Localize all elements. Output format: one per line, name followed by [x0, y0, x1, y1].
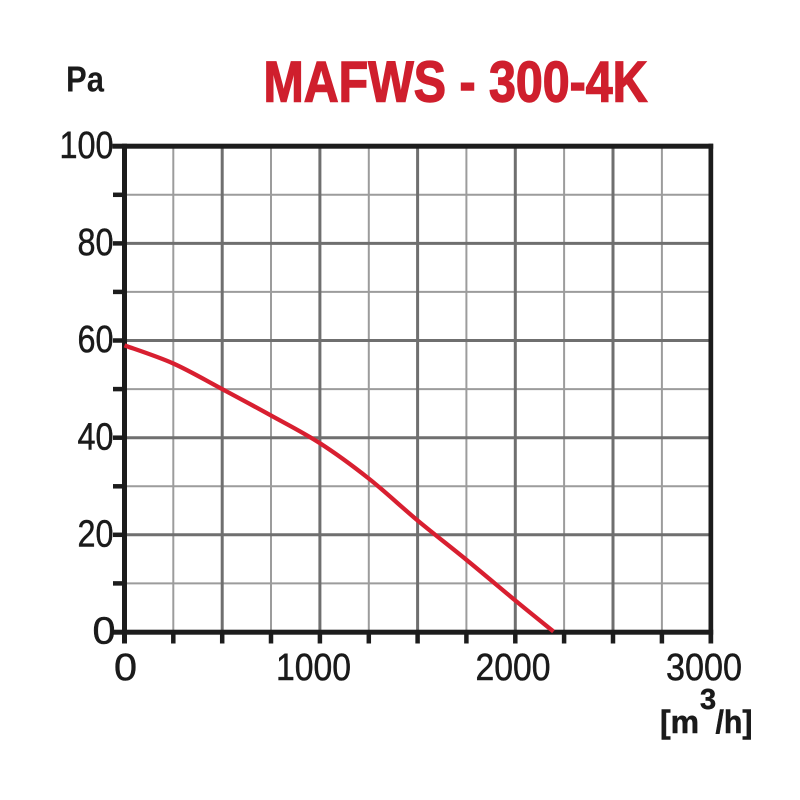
- svg-text:100: 100: [60, 125, 114, 167]
- svg-text:3000: 3000: [666, 647, 742, 689]
- svg-text:/h]: /h]: [716, 704, 753, 740]
- svg-text:MAFWS - 300-4K: MAFWS - 300-4K: [264, 51, 648, 115]
- svg-text:1000: 1000: [276, 647, 351, 689]
- svg-text:Pa: Pa: [66, 59, 105, 100]
- svg-text:0: 0: [93, 611, 116, 653]
- svg-text:0: 0: [114, 647, 137, 689]
- svg-text:2000: 2000: [476, 647, 551, 689]
- svg-text:60: 60: [78, 319, 114, 361]
- svg-text:3: 3: [700, 684, 716, 716]
- svg-text:[m: [m: [660, 704, 699, 740]
- svg-text:40: 40: [78, 416, 114, 458]
- svg-text:20: 20: [78, 513, 114, 555]
- svg-text:80: 80: [78, 222, 114, 264]
